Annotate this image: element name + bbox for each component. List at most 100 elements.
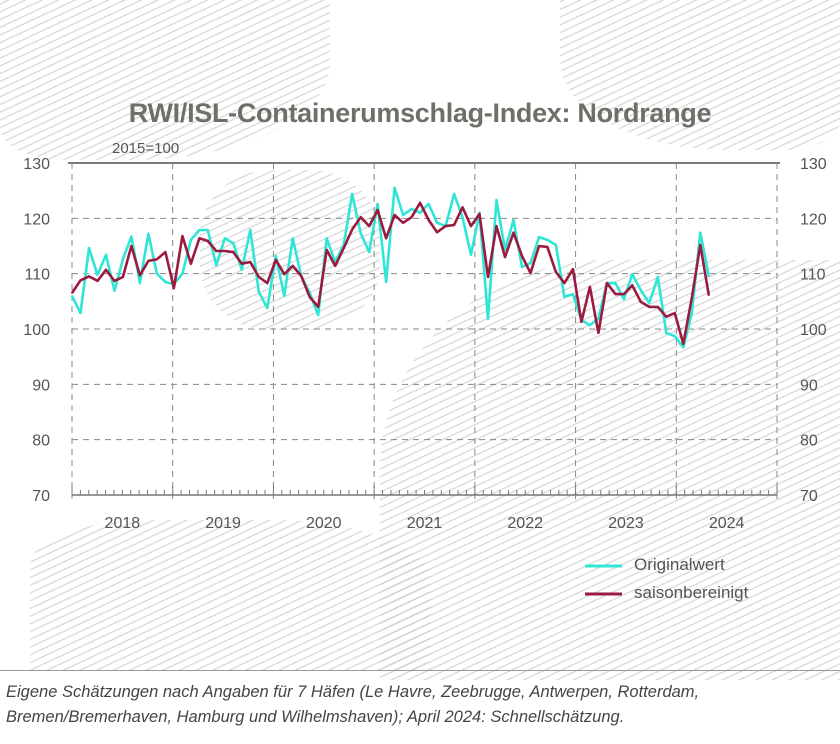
data-point-adjusted: [597, 332, 600, 334]
data-point-adjusted: [71, 292, 73, 294]
data-point-adjusted: [241, 262, 243, 265]
data-point-adjusted: [682, 343, 685, 345]
data-point-adjusted: [657, 306, 659, 308]
data-point-adjusted: [79, 279, 82, 282]
y-tick-label-left: 110: [24, 267, 50, 284]
data-point-original: [147, 233, 150, 235]
data-point-adjusted: [359, 216, 362, 219]
data-point-adjusted: [257, 276, 260, 278]
data-point-adjusted: [707, 294, 710, 297]
data-point-adjusted: [470, 225, 472, 227]
data-point-original: [453, 193, 455, 195]
data-point-adjusted: [249, 261, 252, 263]
data-point-original: [249, 229, 252, 231]
data-point-adjusted: [690, 297, 693, 299]
data-point-adjusted: [130, 245, 133, 247]
data-point-original: [546, 239, 549, 241]
data-point-original: [648, 302, 651, 304]
x-tick-label: 2024: [709, 515, 745, 532]
x-tick-label: 2019: [205, 515, 241, 532]
data-point-original: [393, 187, 396, 189]
data-point-adjusted: [147, 260, 150, 262]
x-tick-label: 2021: [407, 515, 443, 532]
data-point-original: [597, 317, 600, 320]
data-point-adjusted: [376, 209, 379, 211]
data-point-adjusted: [427, 219, 430, 221]
y-tick-label-left: 90: [32, 377, 50, 394]
data-point-adjusted: [453, 224, 455, 226]
data-point-original: [673, 335, 676, 337]
data-point-adjusted: [96, 280, 99, 282]
chart-title: RWI/ISL-Containerumschlag-Index: Nordran…: [128, 98, 712, 128]
data-point-original: [181, 272, 184, 275]
data-point-adjusted: [521, 255, 523, 257]
data-point-adjusted: [478, 213, 481, 215]
data-point-original: [436, 221, 438, 224]
y-tick-label-right: 100: [800, 322, 827, 339]
data-point-adjusted: [198, 237, 201, 240]
y-tick-label-left: 100: [23, 322, 50, 339]
data-point-original: [419, 212, 421, 214]
data-point-adjusted: [504, 256, 506, 258]
data-point-adjusted: [122, 276, 124, 278]
footnote-line: Eigene Schätzungen nach Angaben für 7 Hä…: [6, 683, 700, 701]
data-point-original: [504, 249, 506, 251]
data-point-adjusted: [215, 250, 218, 252]
data-point-original: [495, 199, 498, 201]
data-point-adjusted: [308, 296, 311, 298]
y-tick-label-right: 130: [800, 156, 827, 173]
data-point-original: [707, 275, 710, 278]
data-point-original: [589, 324, 591, 326]
data-point-original: [130, 235, 133, 238]
data-point-original: [71, 295, 73, 297]
data-point-adjusted: [317, 306, 320, 308]
data-point-adjusted: [385, 237, 387, 240]
data-point-adjusted: [606, 282, 608, 284]
data-point-adjusted: [207, 240, 209, 242]
data-point-adjusted: [614, 293, 617, 295]
data-point-adjusted: [334, 265, 336, 267]
data-point-original: [410, 208, 413, 210]
data-point-adjusted: [368, 225, 370, 227]
data-point-original: [623, 298, 625, 300]
data-point-original: [122, 258, 124, 261]
chart-subtitle: 2015=100: [112, 140, 180, 157]
data-point-original: [665, 332, 668, 334]
data-point-adjusted: [589, 286, 591, 288]
y-tick-label-right: 120: [800, 211, 827, 228]
data-point-adjusted: [623, 293, 625, 295]
data-point-original: [657, 276, 659, 278]
data-point-adjusted: [495, 225, 498, 227]
data-point-original: [640, 289, 642, 292]
data-point-adjusted: [538, 245, 540, 247]
data-point-original: [487, 318, 489, 320]
data-point-adjusted: [665, 316, 668, 318]
data-point-adjusted: [190, 262, 192, 265]
series-line-original: [70, 186, 711, 349]
data-point-adjusted: [410, 216, 413, 219]
data-point-original: [461, 216, 464, 219]
data-point-adjusted: [631, 284, 634, 287]
x-tick-label: 2023: [608, 515, 644, 532]
y-tick-label-left: 120: [23, 211, 50, 228]
data-point-adjusted: [436, 231, 438, 233]
data-point-original: [368, 251, 370, 253]
data-point-original: [359, 232, 362, 235]
data-point-adjusted: [572, 268, 574, 271]
data-point-original: [79, 312, 82, 314]
data-point-original: [555, 244, 557, 246]
x-tick-label: 2022: [507, 515, 543, 532]
data-point-original: [402, 214, 404, 216]
data-point-original: [88, 247, 90, 250]
y-tick-label-right: 90: [800, 377, 818, 394]
data-point-adjusted: [113, 280, 116, 282]
data-point-original: [241, 268, 243, 271]
data-point-adjusted: [105, 268, 107, 271]
data-point-original: [325, 237, 328, 240]
data-point-original: [427, 203, 430, 205]
y-tick-label-right: 110: [800, 267, 826, 284]
data-point-adjusted: [444, 225, 447, 227]
data-point-adjusted: [640, 301, 642, 303]
